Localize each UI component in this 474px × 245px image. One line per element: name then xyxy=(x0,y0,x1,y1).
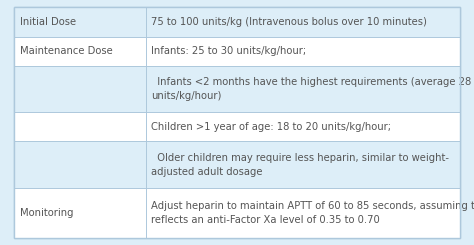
Text: Older children may require less heparin, similar to weight-
adjusted adult dosag: Older children may require less heparin,… xyxy=(151,153,449,177)
Bar xyxy=(14,66,460,112)
Text: Monitoring: Monitoring xyxy=(20,208,73,218)
Text: Children >1 year of age: 18 to 20 units/kg/hour;: Children >1 year of age: 18 to 20 units/… xyxy=(151,122,392,132)
Text: Initial Dose: Initial Dose xyxy=(20,17,76,27)
Bar xyxy=(14,141,460,188)
Text: Adjust heparin to maintain APTT of 60 to 85 seconds, assuming this
reflects an a: Adjust heparin to maintain APTT of 60 to… xyxy=(151,201,474,225)
Bar xyxy=(14,112,460,141)
Bar xyxy=(14,37,460,66)
Text: Maintenance Dose: Maintenance Dose xyxy=(20,46,113,56)
Text: Infants <2 months have the highest requirements (average 28
units/kg/hour): Infants <2 months have the highest requi… xyxy=(151,77,472,101)
Bar xyxy=(14,7,460,37)
Text: Infants: 25 to 30 units/kg/hour;: Infants: 25 to 30 units/kg/hour; xyxy=(151,46,307,56)
Text: 75 to 100 units/kg (Intravenous bolus over 10 minutes): 75 to 100 units/kg (Intravenous bolus ov… xyxy=(151,17,427,27)
Bar xyxy=(14,188,460,238)
